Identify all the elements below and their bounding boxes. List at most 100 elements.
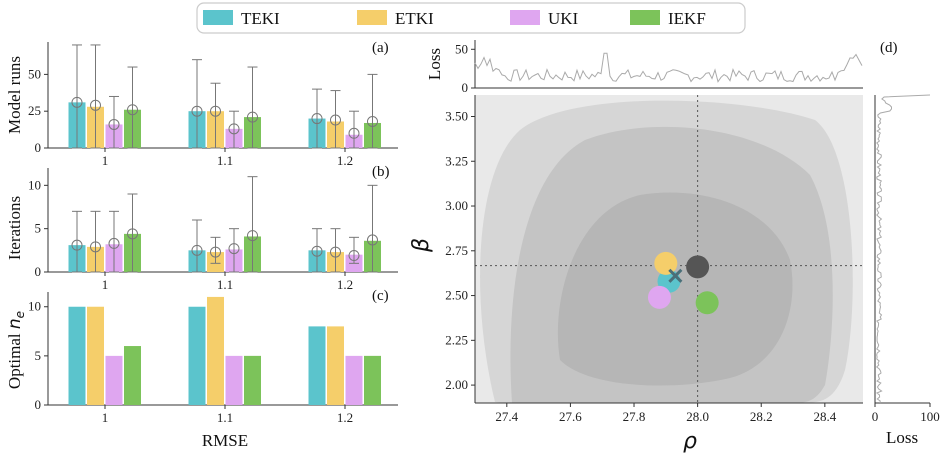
y-tick-label: 3.25 [445,153,468,168]
y-tick-label: 10 [28,177,41,192]
mean-marker [71,96,83,108]
x-tick-label: 1.2 [337,410,353,425]
mean-marker [108,118,120,130]
x-tick-label: 100 [920,409,940,424]
mean-marker [247,230,258,242]
bar-uki-1 [105,355,123,405]
y-tick-label: 0 [35,397,42,412]
bar-etki-1.2 [327,326,344,405]
x-tick-label: 28.2 [750,409,773,424]
top-marginal-ylabel: Loss [425,48,444,80]
legend-label-iekf: IEKF [668,9,706,28]
estimate-point-uki [647,285,671,309]
mean-marker [191,105,203,117]
ylabel-model-runs: Model runs [5,56,24,134]
bar-teki-1.1 [188,306,206,405]
ylabel-optimal-ne: Optimal ne [5,311,27,389]
right-marginal-xlabel: Loss [886,428,918,447]
mean-marker [210,246,221,258]
y-tick-label: 3.50 [445,108,468,123]
legend-swatch-iekf [630,10,660,25]
y-tick-label: 2.75 [445,243,468,258]
top-marginal-loss: 0 50 [455,40,863,95]
y-tick-label: 10 [28,299,41,314]
bar-etki-1 [87,306,104,405]
panel-label-a: (a) [372,40,389,56]
bar-iekf-1.2 [364,355,381,405]
y-tick-label: 2.00 [445,377,468,392]
panel-a-model-runs: 0 25 50 1 1.1 1.2 [28,42,398,168]
mean-marker [228,123,240,135]
mean-marker [348,250,360,262]
legend-frame [196,2,746,34]
x-tick-label: 1 [102,153,109,168]
mean-cross-marker [668,268,683,283]
estimate-point-iekf [695,291,719,315]
panel-label-d: (d) [880,40,898,56]
mean-marker [71,239,83,251]
right-marginal-loss-line [875,94,931,404]
y-tick-label: 5 [35,348,42,363]
mean-marker [228,243,240,255]
x-tick-label: 1.2 [337,153,353,168]
bar-etki-1.1 [207,296,224,405]
mean-marker [191,244,203,256]
legend-swatch-teki [203,10,233,25]
x-tick-label: 27.8 [623,409,646,424]
right-marginal-loss: 0 100 [872,94,940,424]
mean-marker [348,127,360,139]
y-tick-label: 3.00 [445,198,468,213]
y-tick-label: 50 [28,66,41,81]
panel-c-optimal-ne: 0 5 10 1 1.1 1.2 [28,292,398,425]
y-tick-label: 2.25 [445,332,468,347]
bar-teki-1 [68,306,86,405]
bar-uki-1.1 [225,355,243,405]
x-tick-label: 28.4 [813,409,836,424]
mean-marker [367,234,378,246]
panel-b-iterations: 0 5 10 1 1.1 1.2 [28,168,398,292]
mean-marker [127,104,138,116]
ylabel-beta: β [409,238,434,253]
panel-label-b: (b) [372,164,390,180]
panel-d-parameter-space: 27.4 27.6 27.8 28.0 28.2 28.4 2.00 2.25 2.50 2.75… [445,95,863,424]
y-tick-label: 50 [455,41,468,56]
x-tick-label: 1 [102,277,109,292]
legend-label-etki: ETKI [395,9,434,28]
y-tick-label: 0 [462,80,469,95]
mean-marker [330,246,341,258]
legend-label-uki: UKI [548,9,579,28]
legend-swatch-uki [510,10,540,25]
bar-teki-1.2 [308,326,326,405]
mean-marker [108,237,120,249]
xlabel-rho: ρ [683,429,697,454]
bar-iekf-1.1 [244,355,261,405]
xlabel-rmse: RMSE [202,431,248,450]
ylabel-iterations: Iterations [5,196,24,260]
x-tick-label: 0 [872,409,879,424]
x-tick-label: 1.2 [337,277,353,292]
top-marginal-loss-line [474,52,863,83]
mean-marker [127,228,138,240]
y-tick-label: 5 [35,221,42,236]
mean-marker [367,116,378,127]
mean-marker [90,241,101,253]
legend-swatch-etki [357,10,387,25]
y-tick-label: 25 [28,103,41,118]
x-tick-label: 28.0 [686,409,709,424]
mean-marker [330,114,341,126]
legend: TEKI ETKI UKI IEKF [196,2,746,34]
mean-marker [247,111,258,123]
x-tick-label: 1.1 [217,277,233,292]
x-tick-label: 27.4 [495,409,518,424]
x-tick-label: 1.1 [217,153,233,168]
x-tick-label: 1 [102,410,109,425]
x-tick-label: 27.6 [559,409,582,424]
mean-marker [311,113,323,125]
y-tick-label: 0 [35,264,42,279]
y-tick-label: 2.50 [445,288,468,303]
legend-label-teki: TEKI [241,9,280,28]
estimate-point-etki [654,251,678,275]
bar-uki-1.2 [345,355,363,405]
mean-marker [311,245,323,257]
